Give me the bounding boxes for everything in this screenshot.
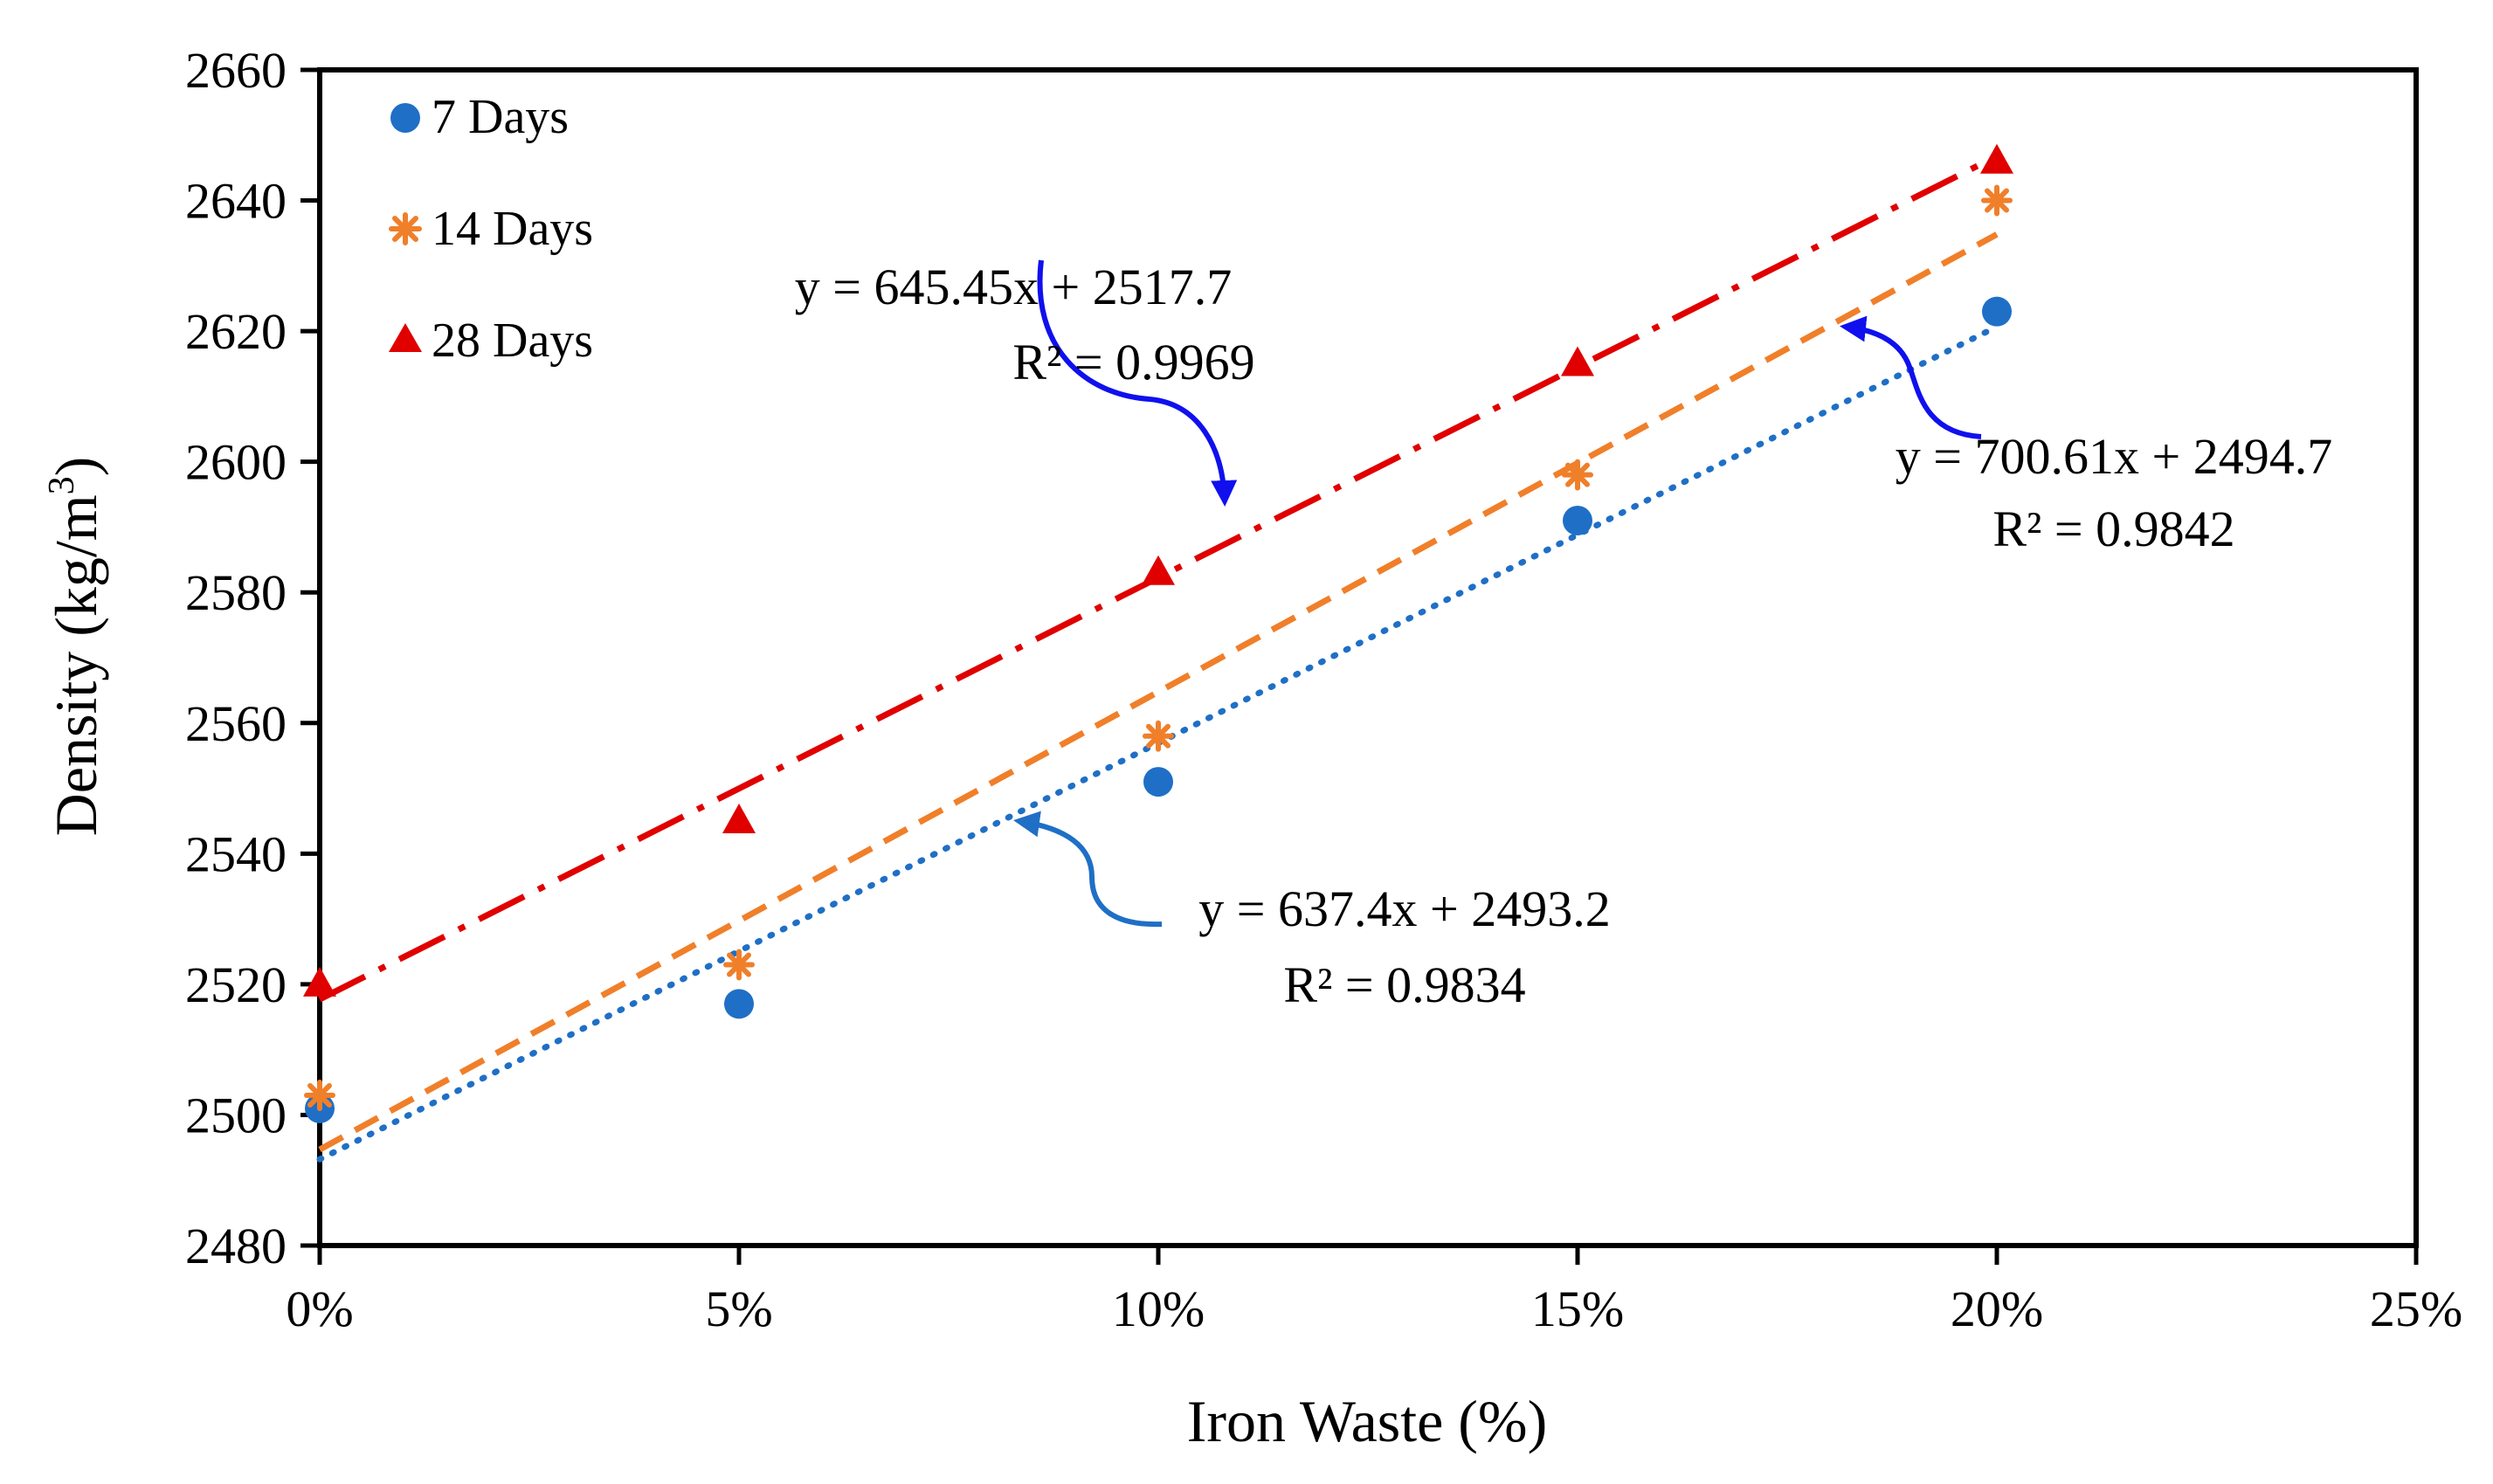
point-7-days bbox=[724, 989, 754, 1019]
point-28-days bbox=[1561, 346, 1594, 376]
point-7-days bbox=[1143, 767, 1173, 797]
y-tick-label: 2560 bbox=[185, 695, 287, 752]
annotation-arrow-14-days bbox=[1840, 315, 1982, 439]
y-tick-label: 2500 bbox=[185, 1087, 287, 1143]
annotation-eq-14-days: y = 700.61x + 2494.7 bbox=[1896, 428, 2332, 485]
y-tick-label: 2600 bbox=[185, 434, 287, 491]
y-tick-label: 2580 bbox=[185, 564, 287, 621]
point-14-days bbox=[304, 1080, 335, 1112]
point-28-days bbox=[1142, 555, 1175, 585]
annotation-eq-28-days: y = 645.45x + 2517.7 bbox=[795, 259, 1232, 315]
data-points bbox=[303, 143, 2013, 1123]
legend-marker-14-days bbox=[389, 212, 422, 245]
y-axis-title-superscript: 3 bbox=[42, 476, 82, 494]
point-28-days bbox=[1980, 143, 2013, 174]
x-tick-label: 20% bbox=[1951, 1280, 2043, 1337]
point-14-days bbox=[1143, 720, 1174, 752]
x-axis-title: Iron Waste (%) bbox=[1187, 1388, 1547, 1454]
legend-label-7-days: 7 Days bbox=[432, 90, 569, 144]
y-axis-ticks: 2480 2500 2520 2540 2560 2580 2600 2620 2640 2660 bbox=[185, 42, 320, 1274]
x-tick-label: 5% bbox=[705, 1280, 772, 1337]
legend: 7 Days 14 Days 28 Days bbox=[389, 90, 593, 368]
annotation-eq-7-days: y = 637.4x + 2493.2 bbox=[1198, 880, 1610, 937]
x-axis-ticks: 0% 5% 10% 15% 20% 25% bbox=[286, 1246, 2462, 1337]
point-14-days bbox=[723, 949, 755, 981]
annotation-arrow-28-days bbox=[1037, 259, 1238, 507]
legend-marker-7-days bbox=[390, 103, 420, 133]
trendline-14-days bbox=[318, 231, 1999, 1153]
y-tick-label: 2640 bbox=[185, 173, 287, 230]
point-14-days bbox=[1562, 459, 1593, 491]
x-tick-label: 15% bbox=[1531, 1280, 1624, 1337]
legend-label-14-days: 14 Days bbox=[432, 202, 593, 256]
legend-label-28-days: 28 Days bbox=[432, 314, 593, 368]
x-tick-label: 10% bbox=[1112, 1280, 1205, 1337]
x-tick-label: 0% bbox=[286, 1280, 353, 1337]
y-axis-title: Density (kg/m3) bbox=[42, 457, 109, 837]
y-tick-label: 2520 bbox=[185, 956, 287, 1013]
annotation-r2-14-days: R² = 0.9842 bbox=[1992, 500, 2234, 557]
annotation-r2-7-days: R² = 0.9834 bbox=[1283, 956, 1525, 1013]
y-axis-title-end: ) bbox=[43, 457, 109, 477]
point-14-days bbox=[1981, 184, 2013, 217]
y-tick-label: 2620 bbox=[185, 303, 287, 360]
point-28-days bbox=[722, 803, 756, 833]
y-tick-label: 2540 bbox=[185, 825, 287, 882]
point-7-days bbox=[1563, 505, 1592, 535]
point-28-days bbox=[303, 966, 336, 997]
legend-marker-28-days bbox=[389, 323, 422, 352]
plot-frame bbox=[317, 67, 2419, 1248]
x-tick-label: 25% bbox=[2370, 1280, 2462, 1337]
y-axis-title-base: Density (kg/m bbox=[43, 494, 109, 836]
annotation-arrow-7-days bbox=[1013, 811, 1163, 928]
annotation-r2-28-days: R² = 0.9969 bbox=[1012, 334, 1254, 390]
y-tick-label: 2480 bbox=[185, 1218, 287, 1274]
y-tick-label: 2660 bbox=[185, 42, 287, 99]
point-7-days bbox=[1982, 296, 2012, 327]
